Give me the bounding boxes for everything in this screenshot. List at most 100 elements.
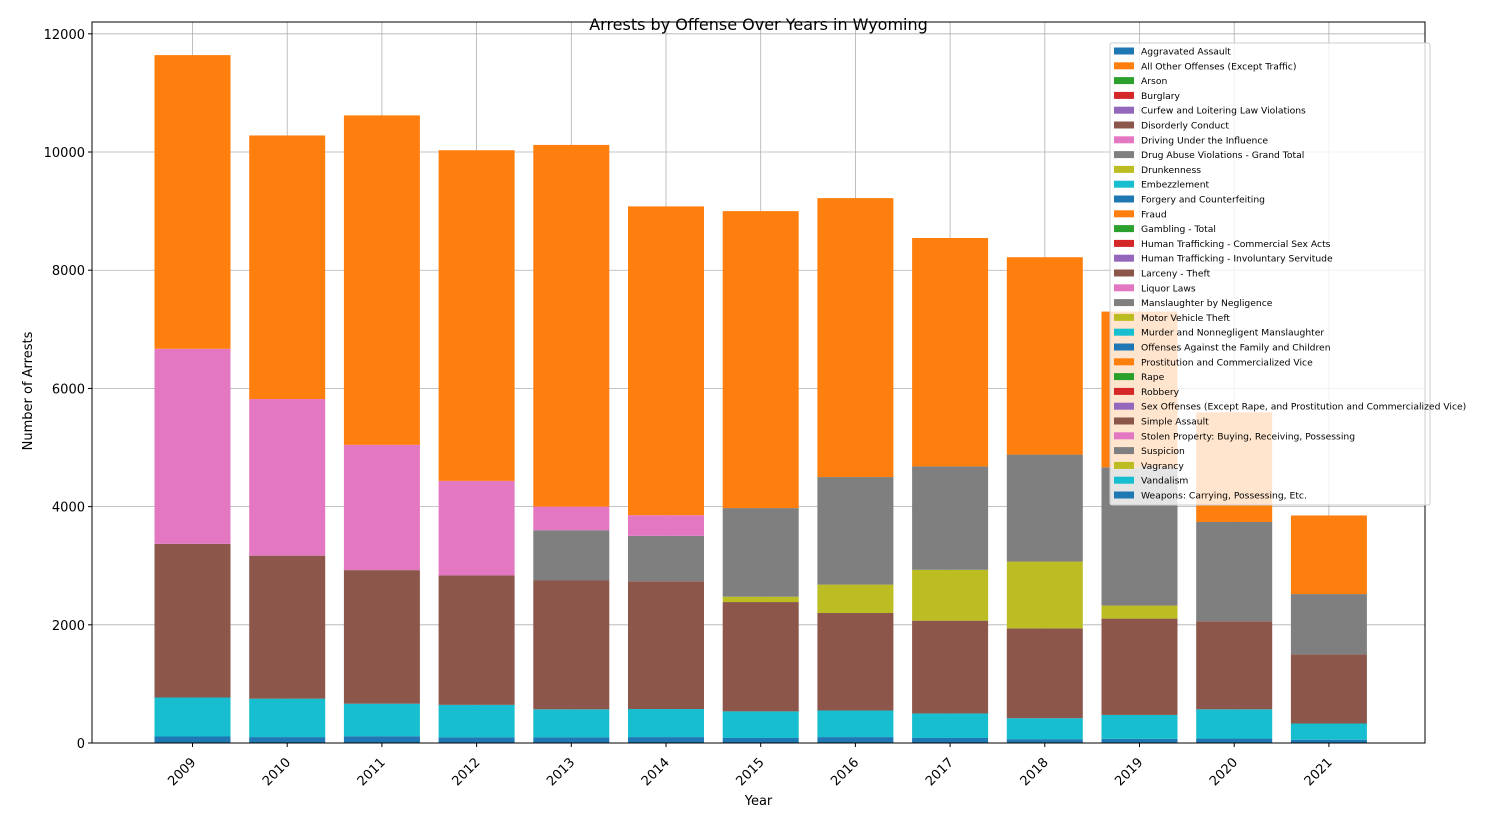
bar-segment [1006,257,1083,455]
legend: Aggravated Assault All Other Offenses (Ex… [1109,42,1466,506]
bar-segment [438,150,515,481]
bar-segment [1290,739,1367,743]
bar-segment [438,480,515,576]
bar-segment [722,737,799,743]
legend-box [1109,42,1431,506]
bar-segment [533,530,610,581]
legend-swatch [1114,195,1134,203]
bar-segment [1006,454,1083,562]
y-tick-label: 6000 [52,382,85,397]
bar-segment [628,515,704,536]
bar-segment [533,737,610,743]
legend-swatch [1114,476,1134,484]
bar-segment [912,737,989,743]
legend-label: All Other Offenses (Except Traffic) [1141,61,1296,72]
x-tick-label: 2020 [1207,755,1241,789]
legend-label: Human Trafficking - Involuntary Servitud… [1141,254,1333,265]
bar-segment [817,612,894,711]
bar-segment [912,238,989,467]
bar-segment [912,713,989,738]
bar-segment [1101,738,1178,743]
bar-segment [817,584,894,613]
legend-swatch [1114,284,1134,292]
bar-segment [1290,654,1367,724]
bar-segment [1196,709,1273,739]
y-tick-label: 12000 [44,28,85,43]
y-tick-label: 4000 [52,501,85,516]
y-tick-label: 10000 [44,146,85,161]
legend-label: Drug Abuse Violations - Grand Total [1141,150,1304,161]
legend-label: Forgery and Counterfeiting [1141,195,1265,206]
x-tick-label: 2010 [260,755,294,789]
legend-label: Driving Under the Influence [1141,135,1268,146]
bar-segment [438,575,515,705]
bar-segment [628,581,704,710]
y-axis-label: Number of Arrests [21,331,36,450]
bar-segment [343,736,420,743]
bar-segment [722,596,799,603]
bar-segment [1101,605,1178,619]
bar-segment [1290,723,1367,740]
legend-swatch [1114,62,1134,70]
legend-label: Disorderly Conduct [1141,121,1229,132]
bar-segment [722,602,799,712]
bar-segment [343,703,420,737]
legend-label: Gambling - Total [1141,224,1216,235]
legend-swatch [1114,373,1134,381]
legend-label: Sex Offenses (Except Rape, and Prostitut… [1141,402,1466,413]
bar-segment [533,506,610,531]
bar-segment [1290,594,1367,655]
legend-label: Liquor Laws [1141,283,1196,294]
legend-swatch [1114,358,1134,366]
legend-swatch [1114,121,1134,129]
bar-segment [249,698,326,738]
legend-swatch [1114,210,1134,218]
legend-label: Murder and Nonnegligent Manslaughter [1141,328,1324,339]
legend-label: Motor Vehicle Theft [1141,313,1230,324]
legend-label: Drunkenness [1141,165,1201,176]
bar-segment [1196,621,1273,710]
bar-segment [912,620,989,714]
x-tick-label: 2013 [544,755,578,789]
x-tick-label: 2021 [1302,755,1336,789]
legend-label: Robbery [1141,387,1180,398]
x-tick-label: 2019 [1112,755,1146,789]
bar-segment [628,737,704,743]
legend-label: Fraud [1141,209,1167,220]
bar-segment [343,570,420,704]
legend-label: Prostitution and Commercialized Vice [1141,357,1313,368]
x-tick-label: 2017 [923,755,957,789]
bar-segment [817,198,894,478]
bar-segment [154,348,231,544]
bar-segment [154,55,231,349]
legend-swatch [1114,269,1134,277]
legend-swatch [1114,77,1134,85]
bar-segment [912,569,989,621]
x-tick-label: 2015 [734,755,768,789]
bar-segment [154,543,231,698]
legend-swatch [1114,447,1134,455]
bar-segment [817,737,894,743]
legend-label: Arson [1141,76,1167,87]
bar-segment [154,736,231,743]
legend-label: Burglary [1141,91,1181,102]
x-tick-label: 2009 [165,755,199,789]
x-tick-label: 2016 [828,755,862,789]
bar-segment [912,466,989,570]
bar-segment [249,555,326,699]
y-tick-label: 0 [77,737,85,752]
bar-segment [249,135,326,400]
legend-label: Aggravated Assault [1141,47,1231,58]
bar-segment [817,710,894,738]
bar-segment [249,737,326,743]
bar-segment [1006,739,1083,743]
y-tick-label: 8000 [52,264,85,279]
legend-swatch [1114,461,1134,469]
legend-swatch [1114,328,1134,336]
bar-segment [1101,714,1178,739]
x-tick-label: 2018 [1018,755,1052,789]
legend-swatch [1114,91,1134,99]
bar-segment [722,211,799,509]
legend-label: Vandalism [1141,476,1188,487]
